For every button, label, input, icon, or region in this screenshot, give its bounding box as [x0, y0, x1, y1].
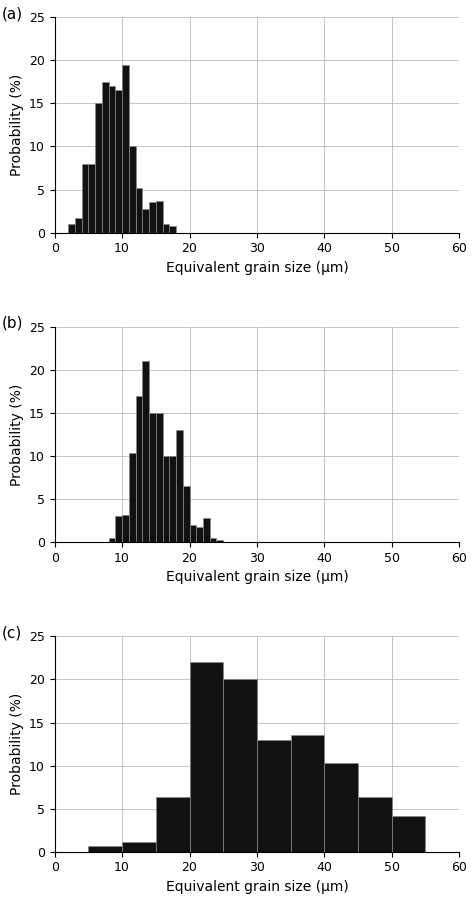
Y-axis label: Probability (%): Probability (%)	[9, 693, 24, 796]
Bar	[122, 842, 156, 851]
Bar	[115, 516, 122, 542]
Bar	[392, 816, 426, 851]
Text: (a): (a)	[2, 6, 23, 22]
Bar	[163, 456, 169, 542]
Bar	[149, 203, 156, 232]
Bar	[196, 527, 203, 542]
Bar	[129, 147, 136, 232]
Bar	[102, 82, 109, 232]
Bar	[324, 763, 358, 851]
Bar	[223, 679, 257, 851]
Bar	[190, 662, 223, 851]
Bar	[109, 538, 115, 542]
Bar	[163, 224, 169, 232]
Bar	[217, 540, 223, 542]
Bar	[129, 453, 136, 542]
Bar	[109, 86, 115, 232]
Bar	[156, 201, 163, 232]
X-axis label: Equivalent grain size (μm): Equivalent grain size (μm)	[165, 880, 348, 894]
Bar	[156, 413, 163, 542]
Y-axis label: Probability (%): Probability (%)	[9, 74, 24, 176]
Y-axis label: Probability (%): Probability (%)	[9, 383, 24, 486]
Bar	[89, 846, 122, 851]
Bar	[203, 518, 210, 542]
Bar	[169, 456, 176, 542]
Bar	[95, 104, 102, 232]
Bar	[136, 187, 142, 232]
Bar	[257, 740, 291, 851]
Bar	[75, 218, 82, 232]
Bar	[149, 413, 156, 542]
Bar	[122, 514, 129, 542]
X-axis label: Equivalent grain size (μm): Equivalent grain size (μm)	[165, 570, 348, 585]
Bar	[136, 396, 142, 542]
Bar	[210, 538, 217, 542]
Text: (b): (b)	[2, 316, 24, 331]
Bar	[122, 65, 129, 232]
Bar	[358, 797, 392, 851]
Bar	[156, 797, 190, 851]
Text: (c): (c)	[2, 625, 22, 641]
Bar	[190, 525, 196, 542]
Bar	[89, 164, 95, 232]
Bar	[115, 90, 122, 232]
Bar	[169, 225, 176, 232]
Bar	[291, 735, 324, 851]
Bar	[176, 430, 183, 542]
Bar	[68, 224, 75, 232]
Bar	[82, 164, 89, 232]
Bar	[183, 487, 190, 542]
Bar	[142, 209, 149, 232]
Bar	[142, 361, 149, 542]
X-axis label: Equivalent grain size (μm): Equivalent grain size (μm)	[165, 261, 348, 275]
